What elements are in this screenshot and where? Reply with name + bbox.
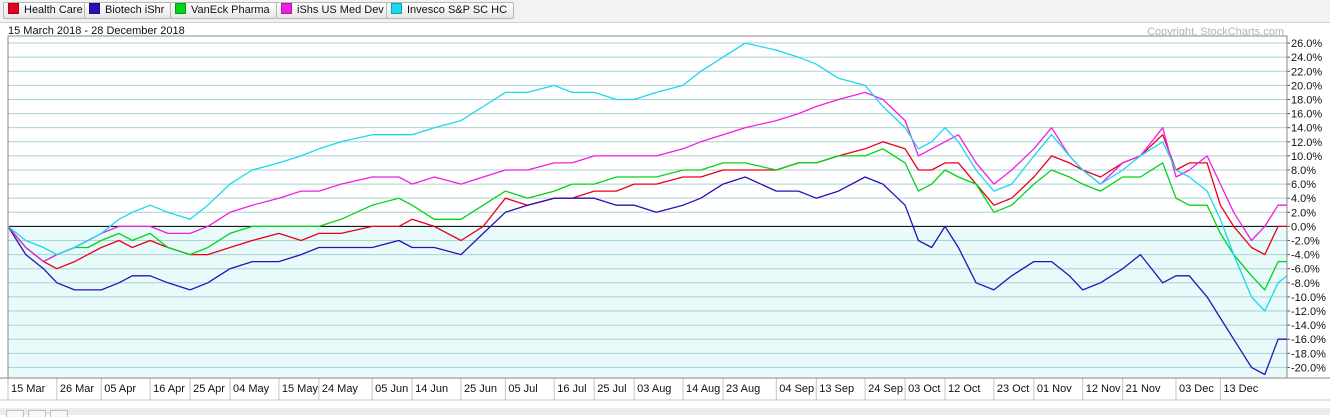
y-tick-label: 24.0%: [1291, 52, 1322, 64]
legend-swatch: [89, 3, 100, 14]
copyright-label: Copyright, StockCharts.com: [1147, 26, 1284, 38]
x-tick-label: 13 Sep: [819, 383, 854, 395]
x-tick-label: 21 Nov: [1126, 383, 1161, 395]
x-tick-label: 03 Oct: [908, 383, 940, 395]
legend-item-biotech-ishr[interactable]: Biotech iShr: [84, 2, 172, 19]
series-line-ishs-us-med-dev: [7, 91, 1287, 263]
series-line-invesco-s-p-sc-hc: [7, 42, 1288, 312]
plot-area-positive: [8, 36, 1287, 227]
x-tick-label: 12 Oct: [948, 383, 980, 395]
series-line-biotech-ishr: [7, 176, 1287, 376]
legend-swatch: [175, 3, 186, 14]
x-tick-label: 14 Aug: [686, 383, 720, 395]
legend-label: Health Care: [24, 4, 83, 16]
legend-label: iShs US Med Dev: [297, 4, 384, 16]
legend-item-invesco-s-p-sc-hc[interactable]: Invesco S&P SC HC: [386, 2, 515, 19]
y-tick-label: 22.0%: [1291, 66, 1322, 78]
y-tick-label: -8.0%: [1291, 278, 1320, 290]
legend-swatch: [8, 3, 19, 14]
x-tick-label: 26 Mar: [60, 383, 95, 395]
x-tick-label: 16 Jul: [557, 383, 586, 395]
series-line-health-care: [7, 134, 1287, 270]
x-tick-label: 12 Nov: [1086, 383, 1121, 395]
x-tick-label: 24 May: [322, 383, 359, 395]
legend-label: Biotech iShr: [105, 4, 165, 16]
y-tick-label: -14.0%: [1291, 320, 1326, 332]
bottom-strip: [0, 408, 1330, 415]
y-tick-label: 16.0%: [1291, 109, 1322, 121]
y-tick-label: -2.0%: [1291, 235, 1320, 247]
y-tick-label: -16.0%: [1291, 334, 1326, 346]
x-tick-label: 25 Apr: [193, 383, 225, 395]
x-tick-label: 14 Jun: [415, 383, 448, 395]
y-tick-label: 20.0%: [1291, 80, 1322, 92]
y-tick-label: 8.0%: [1291, 165, 1316, 177]
x-tick-label: 05 Jun: [375, 383, 408, 395]
x-tick-label: 15 May: [282, 383, 319, 395]
plot-frame: [7, 35, 1288, 379]
plot-area-negative: [8, 226, 1287, 378]
x-tick-label: 01 Nov: [1037, 383, 1072, 395]
legend-item-ishs-us-med-dev[interactable]: iShs US Med Dev: [276, 2, 391, 19]
x-tick-label: 25 Jul: [597, 383, 626, 395]
y-tick-label: 2.0%: [1291, 207, 1316, 219]
y-tick-label: 26.0%: [1291, 38, 1322, 50]
x-tick-label: 23 Aug: [726, 383, 760, 395]
y-tick-label: -6.0%: [1291, 264, 1320, 276]
y-tick-label: 14.0%: [1291, 123, 1322, 135]
y-tick-label: -12.0%: [1291, 306, 1326, 318]
x-tick-label: 25 Jun: [464, 383, 497, 395]
x-tick-label: 05 Apr: [104, 383, 136, 395]
y-tick-label: 4.0%: [1291, 193, 1316, 205]
y-tick-label: -20.0%: [1291, 362, 1326, 374]
x-tick-label: 04 Sep: [779, 383, 814, 395]
y-tick-label: 12.0%: [1291, 137, 1322, 149]
y-tick-label: -4.0%: [1291, 250, 1320, 262]
series-line-vaneck-pharma: [7, 148, 1287, 291]
y-tick-label: -18.0%: [1291, 348, 1326, 360]
x-tick-label: 16 Apr: [153, 383, 185, 395]
legend-label: VanEck Pharma: [191, 4, 270, 16]
legend-label: Invesco S&P SC HC: [407, 4, 508, 16]
date-range-label: 15 March 2018 - 28 December 2018: [8, 25, 185, 37]
scroll-button-left[interactable]: [6, 410, 24, 417]
y-tick-label: 18.0%: [1291, 94, 1322, 106]
y-tick-label: 6.0%: [1291, 179, 1316, 191]
x-tick-label: 03 Aug: [637, 383, 671, 395]
scroll-button-mid[interactable]: [28, 410, 46, 417]
x-tick-label: 03 Dec: [1179, 383, 1214, 395]
y-tick-label: 10.0%: [1291, 151, 1322, 163]
scroll-button-right[interactable]: [50, 410, 68, 417]
legend-bar: Health Care Biotech iShr VanEck Pharma iShs…: [0, 0, 1330, 23]
x-tick-label: 23 Oct: [997, 383, 1029, 395]
y-tick-label: -10.0%: [1291, 292, 1326, 304]
x-tick-label: 04 May: [233, 383, 270, 395]
x-tick-label: 15 Mar: [11, 383, 46, 395]
legend-swatch: [281, 3, 292, 14]
y-tick-label: 0.0%: [1291, 221, 1316, 233]
legend-item-health-care[interactable]: Health Care: [3, 2, 90, 19]
x-tick-label: 24 Sep: [868, 383, 903, 395]
legend-item-vaneck-pharma[interactable]: VanEck Pharma: [170, 2, 277, 19]
legend-swatch: [391, 3, 402, 14]
x-tick-label: 13 Dec: [1223, 383, 1258, 395]
x-tick-label: 05 Jul: [508, 383, 537, 395]
